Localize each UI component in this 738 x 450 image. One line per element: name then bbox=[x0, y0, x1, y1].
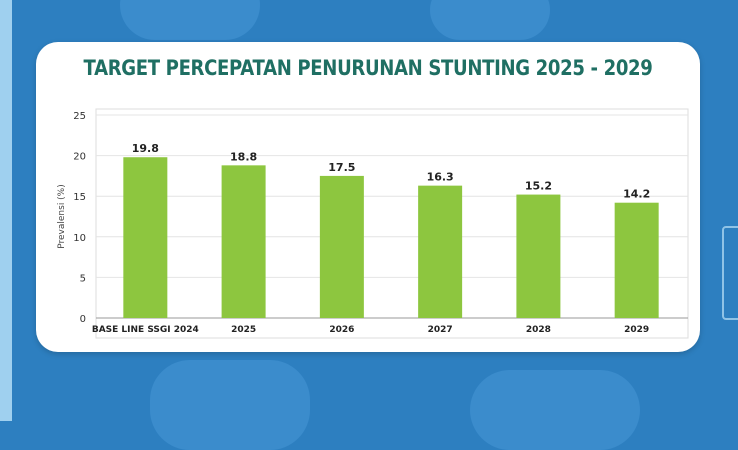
bar-value-label: 14.2 bbox=[623, 188, 650, 201]
x-tick-label: 2029 bbox=[624, 325, 649, 335]
y-tick-label: 25 bbox=[73, 111, 86, 122]
left-edge-strip bbox=[0, 0, 12, 421]
bar-value-label: 15.2 bbox=[525, 180, 552, 193]
bar bbox=[319, 175, 364, 318]
bar-value-label: 18.8 bbox=[230, 150, 257, 163]
bar bbox=[418, 185, 463, 318]
background-shape bbox=[470, 370, 640, 450]
chart-title: TARGET PERCEPATAN PENURUNAN STUNTING 202… bbox=[83, 56, 653, 80]
background-shape bbox=[430, 0, 550, 40]
bar-value-label: 17.5 bbox=[328, 161, 355, 174]
y-tick-label: 20 bbox=[73, 152, 86, 163]
chart-card: TARGET PERCEPATAN PENURUNAN STUNTING 202… bbox=[36, 42, 700, 352]
plot-frame bbox=[95, 108, 689, 339]
y-tick-label: 0 bbox=[80, 314, 86, 325]
background-shape bbox=[120, 0, 260, 40]
bar bbox=[123, 157, 168, 318]
bar bbox=[516, 194, 561, 318]
x-tick-label: BASE LINE SSGI 2024 bbox=[92, 325, 199, 335]
x-tick-label: 2025 bbox=[231, 325, 256, 335]
bar bbox=[614, 202, 659, 318]
x-tick-label: 2028 bbox=[526, 325, 551, 335]
bar bbox=[221, 165, 266, 318]
y-tick-label: 5 bbox=[80, 273, 86, 284]
side-frame-decoration bbox=[722, 226, 738, 320]
bar-value-label: 16.3 bbox=[427, 171, 454, 184]
bar-value-label: 19.8 bbox=[132, 142, 159, 155]
y-tick-label: 15 bbox=[73, 192, 86, 203]
background-shape bbox=[150, 360, 310, 450]
x-tick-label: 2027 bbox=[428, 325, 453, 335]
x-tick-label: 2026 bbox=[329, 325, 354, 335]
y-axis-label: Prevalensi (%) bbox=[57, 184, 67, 249]
y-tick-label: 10 bbox=[73, 233, 86, 244]
